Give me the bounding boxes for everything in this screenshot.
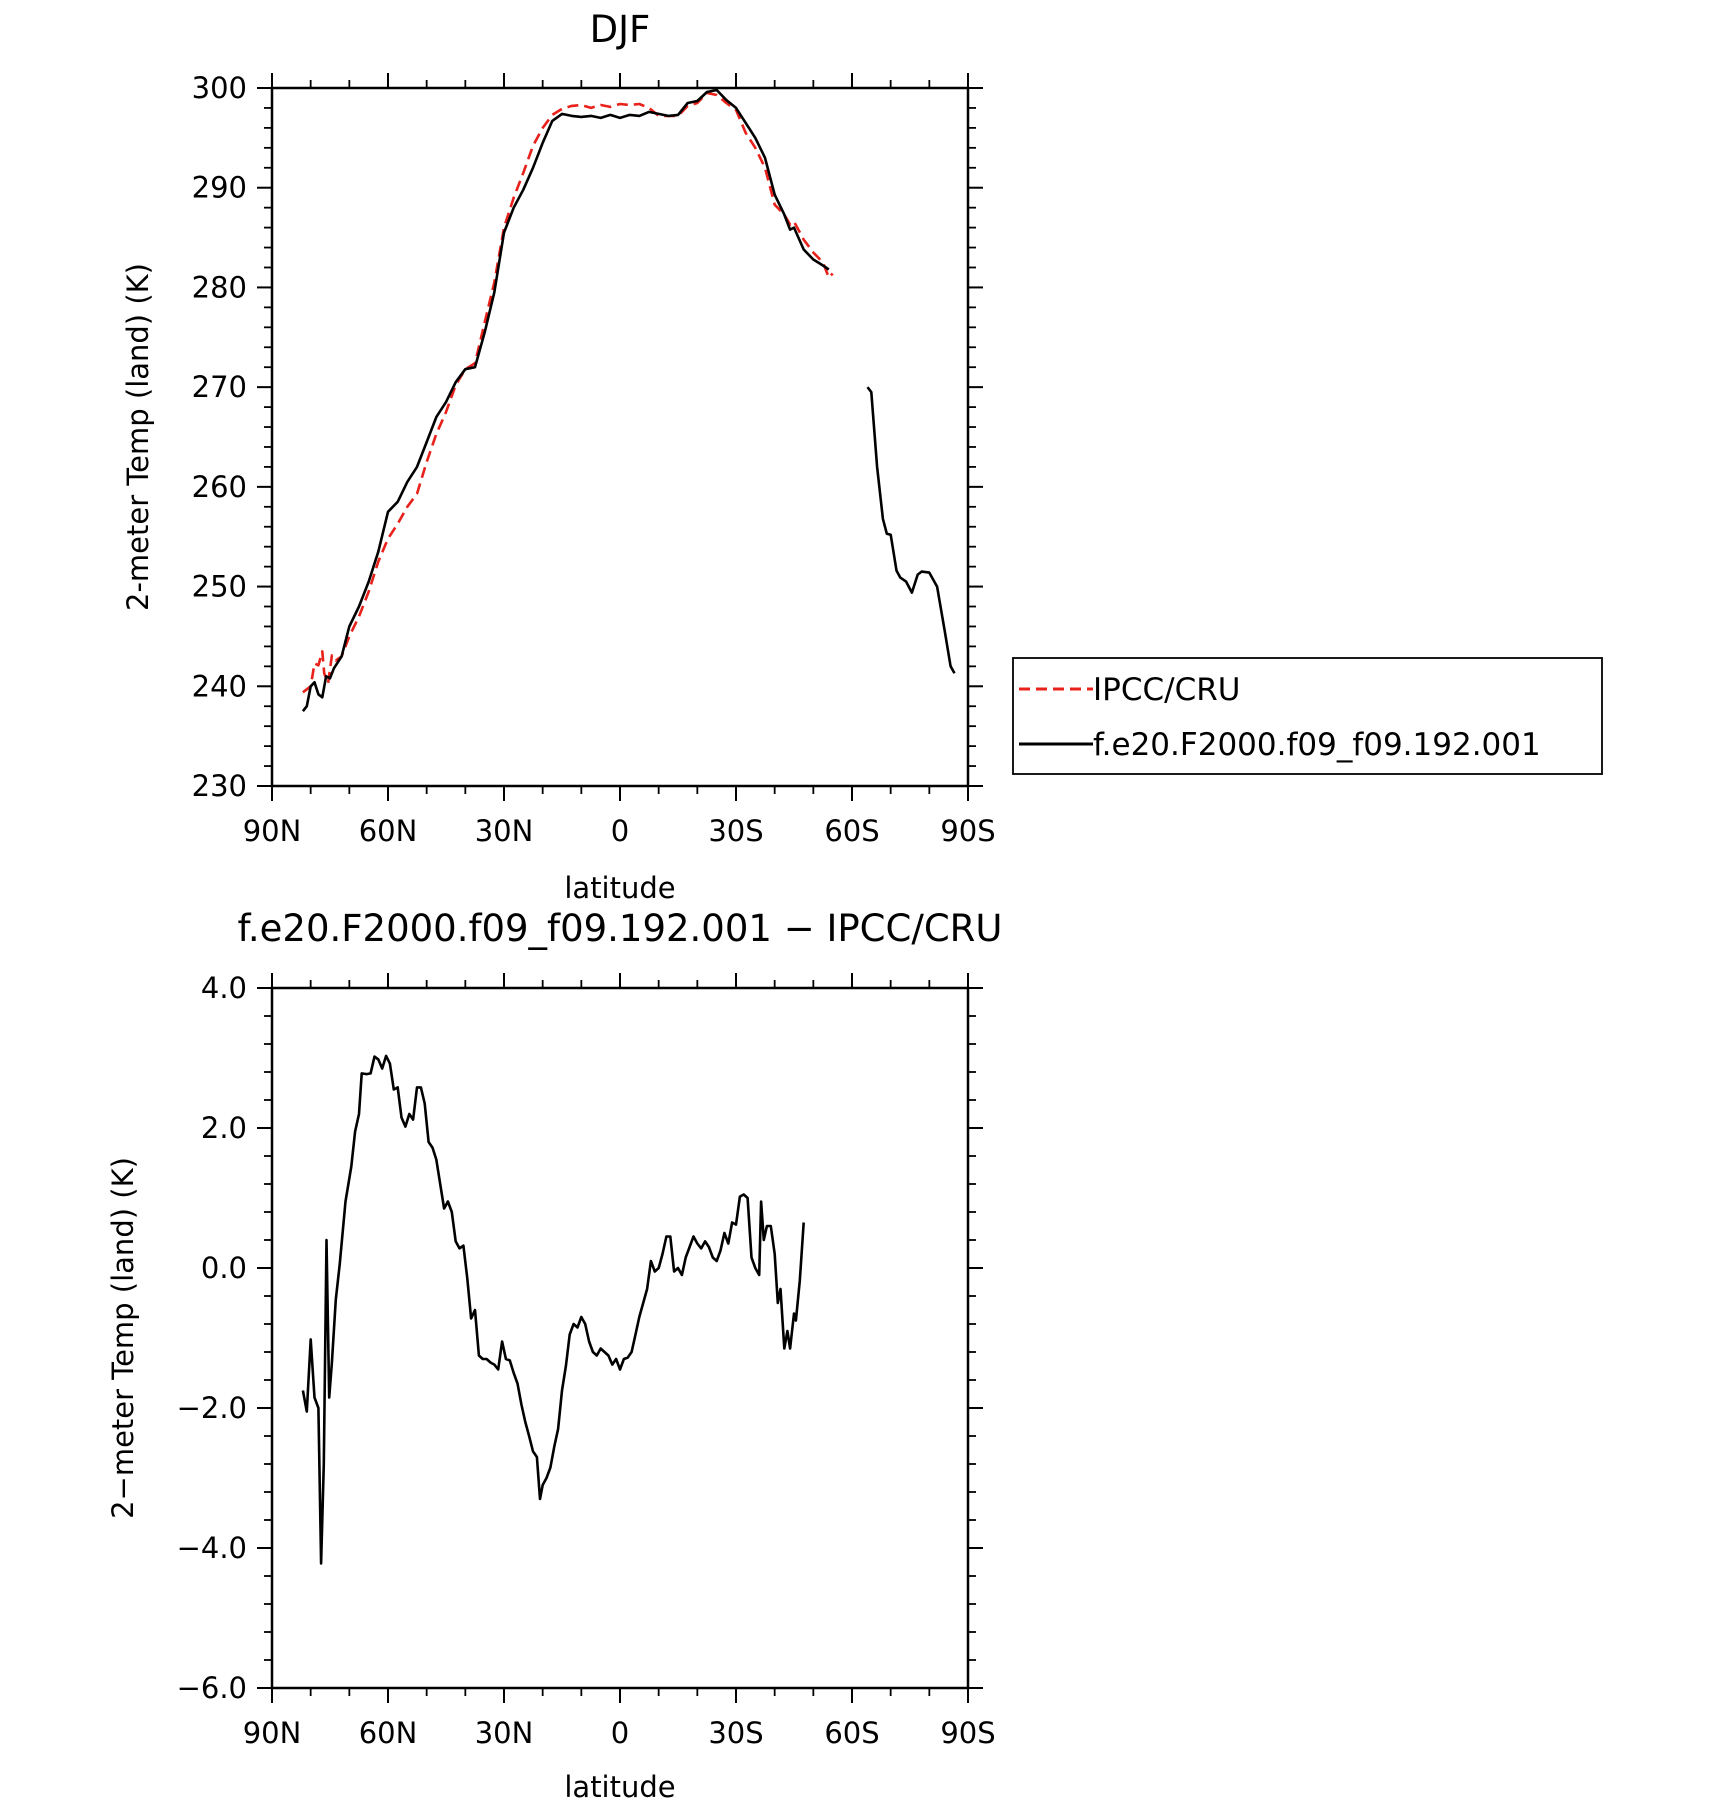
bottom-panel-title: f.e20.F2000.f09_f09.192.001 − IPCC/CRU [238,907,1003,950]
x-tick-label: 0 [611,1716,629,1750]
top-plot-frame [270,86,970,788]
x-tick-label: 30S [708,814,763,848]
y-tick-label: −4.0 [177,1531,247,1565]
y-tick-label: −6.0 [177,1671,247,1705]
x-tick-label: 90N [243,1716,302,1750]
y-tick-label: −2.0 [177,1391,247,1425]
ipcc-cru-series-line [302,91,834,694]
x-tick-label: 30N [475,1716,534,1750]
legend-label-ipcc-cru: IPCC/CRU [1093,672,1240,708]
bottom-y-axis-title: 2−meter Temp (land) (K) [106,1157,140,1519]
x-tick-label: 60S [824,1716,879,1750]
y-tick-label: 230 [192,769,247,803]
legend-box [1012,657,1603,775]
y-tick-label: 300 [192,71,247,105]
difference-series-line [301,1054,805,1565]
y-tick-label: 280 [192,270,247,304]
top-panel: DJF 90N 60N 30N 0 30S 60S 90S 300 290 280 270 260 2… [121,8,996,905]
bottom-plot-frame [270,986,970,1690]
top-panel-ticks [257,73,983,801]
x-tick-label: 90S [940,1716,995,1750]
top-y-axis-title: 2-meter Temp (land) (K) [121,263,155,611]
top-x-axis-title: latitude [564,871,675,905]
legend-label-model: f.e20.F2000.f09_f09.192.001 [1093,727,1541,763]
y-tick-label: 0.0 [201,1251,247,1285]
legend: IPCC/CRU f.e20.F2000.f09_f09.192.001 [1012,657,1603,775]
y-tick-label: 2.0 [201,1111,247,1145]
y-tick-label: 250 [192,570,247,604]
top-panel-lines [301,88,956,712]
y-tick-label: 290 [192,171,247,205]
y-tick-label: 260 [192,470,247,504]
x-tick-label: 30N [475,814,534,848]
x-tick-label: 0 [611,814,629,848]
x-tick-label: 60N [359,814,418,848]
top-panel-y-tick-labels: 300 290 280 270 260 250 240 230 [192,71,247,803]
bottom-panel-lines [301,1054,805,1565]
bottom-panel-y-tick-labels: 4.0 2.0 0.0 −2.0 −4.0 −6.0 [177,971,247,1705]
x-tick-label: 60N [359,1716,418,1750]
f-e20-f2000-f09-f09-192-001-series-line [866,386,956,674]
bottom-x-axis-title: latitude [564,1770,675,1804]
top-panel-title: DJF [590,8,651,51]
f-e20-f2000-f09-f09-192-001-series-line [301,88,830,712]
bottom-panel-x-tick-labels: 90N 60N 30N 0 30S 60S 90S [243,1716,996,1750]
y-tick-label: 4.0 [201,971,247,1005]
x-tick-label: 30S [708,1716,763,1750]
x-tick-label: 60S [824,814,879,848]
top-panel-x-tick-labels: 90N 60N 30N 0 30S 60S 90S [243,814,996,848]
bottom-panel: f.e20.F2000.f09_f09.192.001 − IPCC/CRU 9… [106,907,1002,1804]
x-tick-label: 90S [940,814,995,848]
bottom-panel-ticks [257,973,983,1703]
x-tick-label: 90N [243,814,302,848]
y-tick-label: 240 [192,669,247,703]
y-tick-label: 270 [192,370,247,404]
